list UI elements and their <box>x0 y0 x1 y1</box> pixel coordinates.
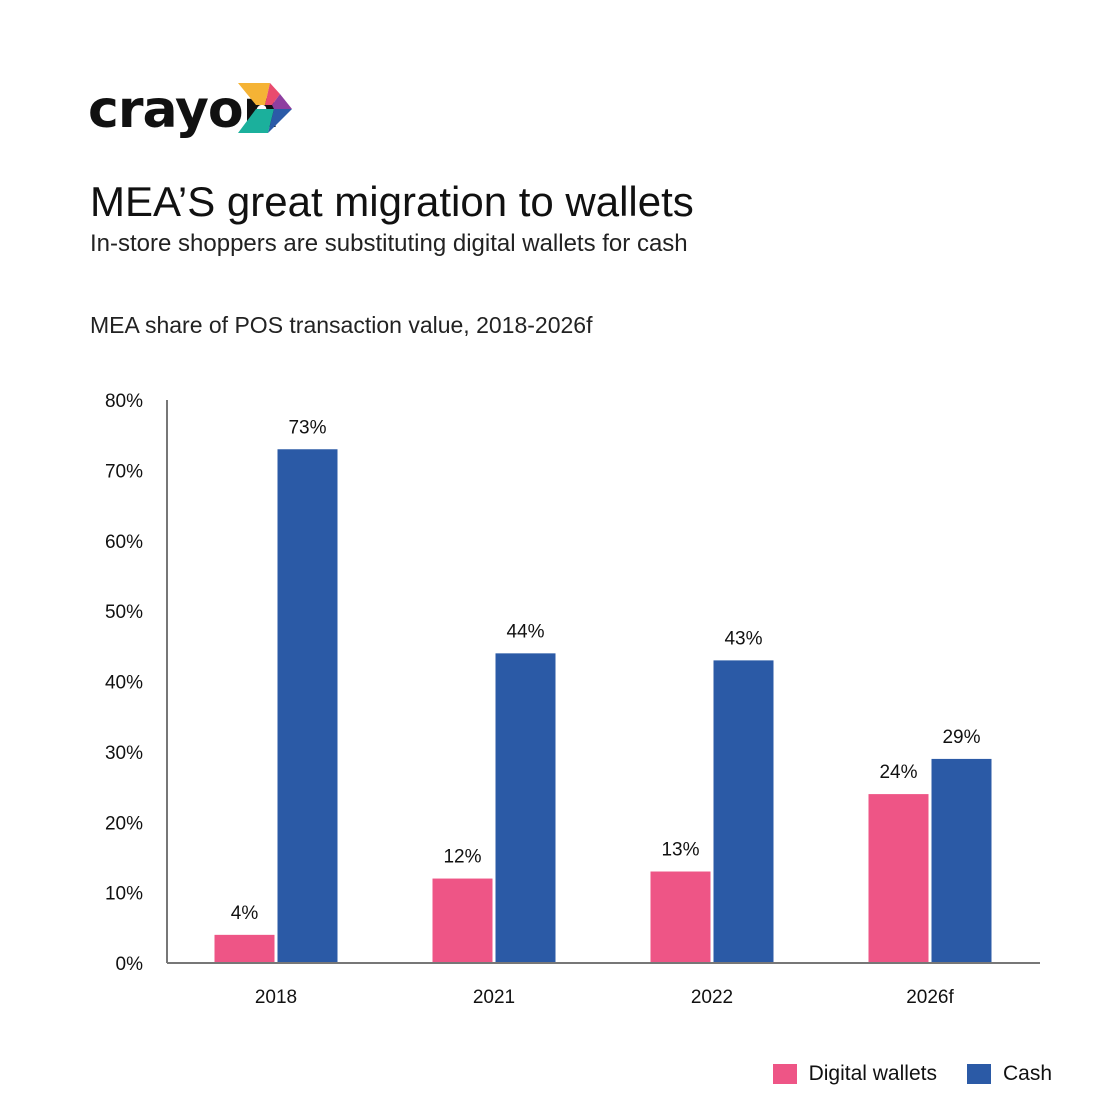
bar-label-digital-wallets-2021: 12% <box>443 847 481 868</box>
bars <box>214 449 992 963</box>
x-axis-ticks: 2018 2021 2022 2026f <box>255 987 955 1008</box>
bar-label-cash-2018: 73% <box>288 417 326 438</box>
logo-chevron-icon <box>238 83 292 133</box>
legend-item-cash: Cash <box>966 1062 1052 1086</box>
legend-item-digital-wallets: Digital wallets <box>772 1062 937 1086</box>
y-tick-label: 30% <box>105 743 143 764</box>
y-tick-label: 0% <box>116 954 144 975</box>
legend-label-digital-wallets: Digital wallets <box>808 1062 937 1085</box>
bar-label-digital-wallets-2026f: 24% <box>879 762 917 783</box>
logo-shape-green <box>238 109 274 133</box>
bar-cash-2026f <box>931 758 992 963</box>
x-tick-label: 2018 <box>255 987 297 1008</box>
bar-label-cash-2026f: 29% <box>942 727 980 748</box>
bar-label-cash-2021: 44% <box>506 621 544 642</box>
legend-swatch-cash <box>966 1064 991 1084</box>
x-tick-label: 2021 <box>473 987 515 1008</box>
bar-cash-2022 <box>713 660 774 963</box>
logo-shape-pink <box>265 83 280 105</box>
bar-label-digital-wallets-2018: 4% <box>231 903 259 924</box>
logo-shape-yellow <box>238 83 270 105</box>
y-tick-label: 60% <box>105 532 143 553</box>
bar-digital-wallets-2018 <box>214 934 275 963</box>
y-tick-label: 50% <box>105 602 143 623</box>
bar-digital-wallets-2026f <box>868 794 929 963</box>
y-tick-label: 10% <box>105 884 143 905</box>
y-tick-label: 20% <box>105 813 143 834</box>
x-tick-label: 2026f <box>906 987 954 1008</box>
y-tick-label: 80% <box>105 391 143 412</box>
bar-digital-wallets-2022 <box>650 871 711 963</box>
bar-label-cash-2022: 43% <box>724 628 762 649</box>
bar-digital-wallets-2021 <box>432 878 493 963</box>
page-title: MEA’S great migration to wallets <box>90 178 694 225</box>
bar-cash-2021 <box>495 653 556 963</box>
bar-value-labels: 4% 73% 12% 44% 13% 43% 24% 29% <box>231 417 981 924</box>
legend-label-cash: Cash <box>1002 1062 1052 1085</box>
legend-swatch-digital-wallets <box>772 1064 797 1084</box>
y-tick-label: 40% <box>105 673 143 694</box>
x-tick-label: 2022 <box>691 987 733 1008</box>
bar-label-digital-wallets-2022: 13% <box>661 840 699 861</box>
logo-shape-blue <box>268 109 292 133</box>
y-tick-label: 70% <box>105 461 143 482</box>
y-axis-ticks: 0% 10% 20% 30% 40% 50% 60% 70% 80% <box>105 391 143 975</box>
chart-legend: Digital wallets Cash <box>772 1062 1052 1086</box>
page-subtitle: In-store shoppers are substituting digit… <box>90 230 688 257</box>
bar-cash-2018 <box>277 449 338 963</box>
bar-chart: 0% 10% 20% 30% 40% 50% 60% 70% 80% 4% 73% 12% 44% 13… <box>105 391 1040 1008</box>
chart-title: MEA share of POS transaction value, 2018… <box>90 312 593 338</box>
logo-shape-purple <box>272 94 292 109</box>
